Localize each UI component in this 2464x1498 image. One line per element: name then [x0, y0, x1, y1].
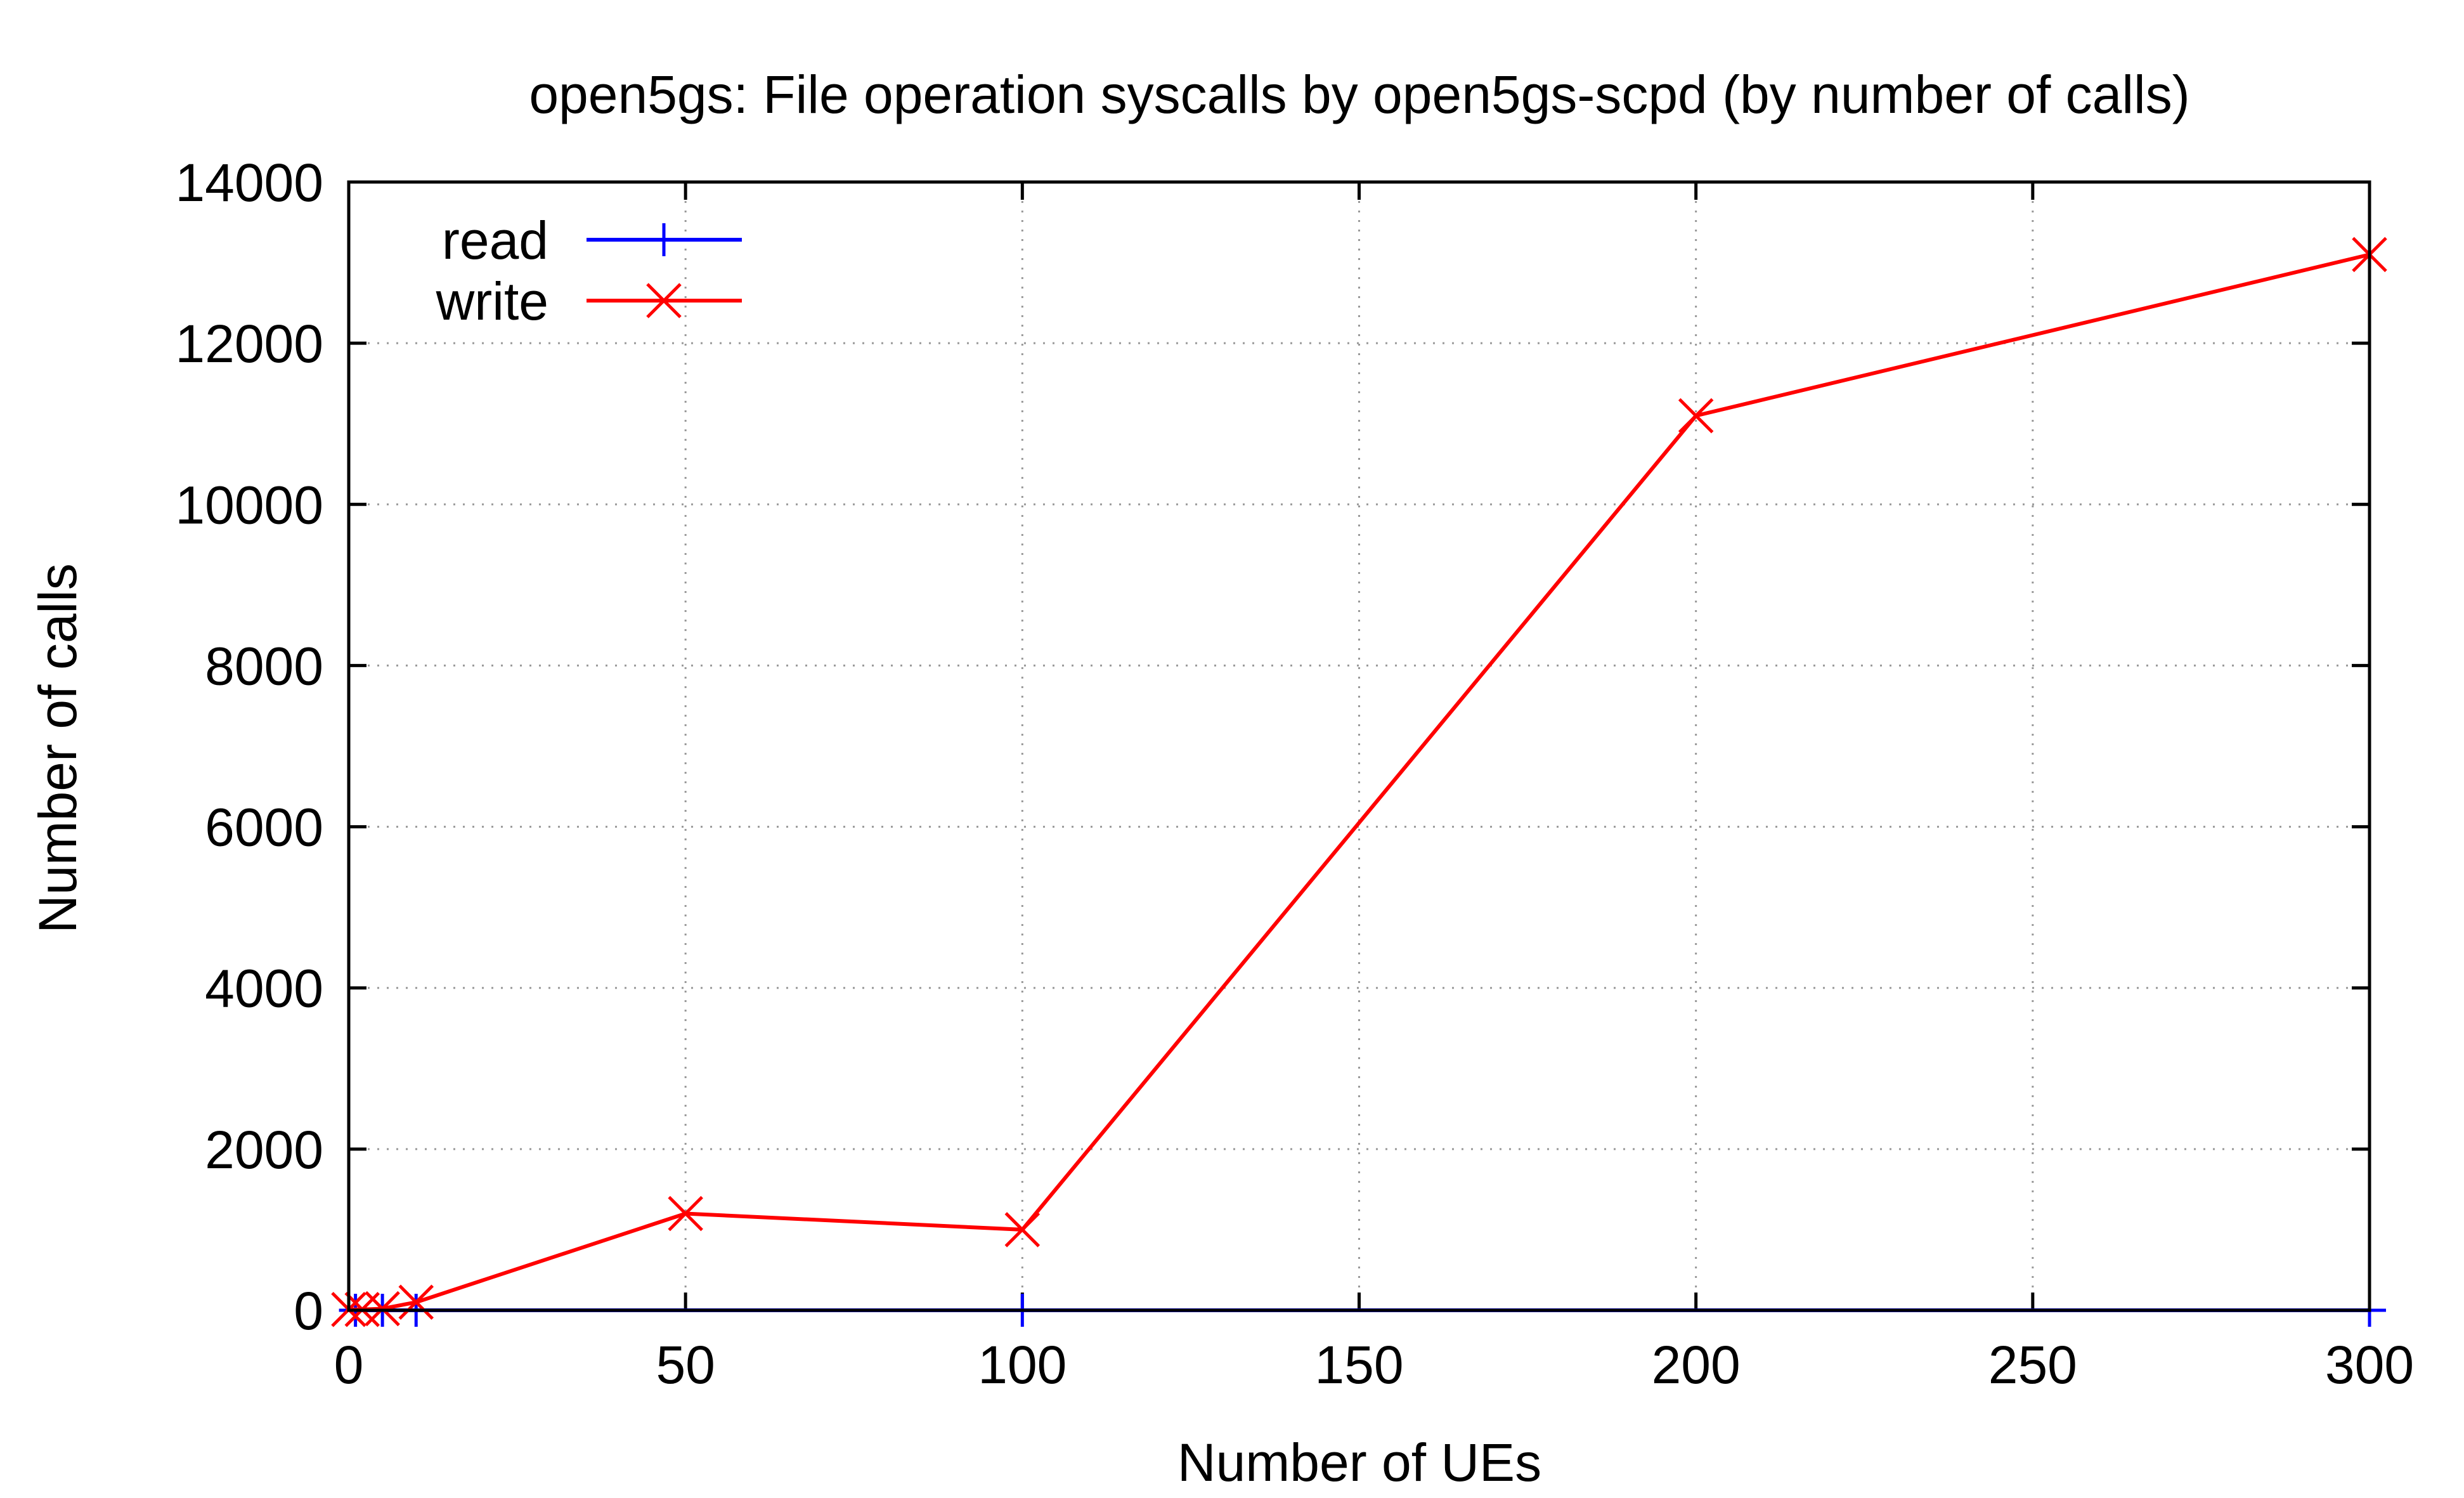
x-axis-label: Number of UEs	[1177, 1433, 1541, 1492]
grid-lines	[349, 182, 2370, 1310]
x-tick-label: 50	[656, 1335, 715, 1395]
legend-marker	[646, 283, 682, 318]
x-tick-label: 300	[2325, 1335, 2414, 1395]
legend-label: write	[436, 271, 548, 331]
axis-ticks	[347, 180, 2371, 1312]
legend-item-read: read	[442, 211, 742, 270]
x-tick-label: 150	[1314, 1335, 1403, 1395]
y-tick-label: 10000	[175, 475, 323, 535]
y-tick-label: 0	[294, 1281, 323, 1341]
data-point-write	[668, 1195, 703, 1232]
legend-label: read	[442, 211, 548, 270]
y-tick-labels: 0 2000 4000 6000 8000 10000 12000 14000	[175, 153, 323, 1341]
plot-frame	[347, 180, 2371, 1312]
x-tick-label: 0	[334, 1335, 364, 1395]
x-tick-label: 200	[1652, 1335, 1741, 1395]
legend-marker	[647, 223, 680, 256]
y-tick-label: 8000	[205, 636, 323, 696]
data-point-write	[1004, 1212, 1041, 1247]
data-point-write	[365, 1291, 400, 1327]
data-point-write	[398, 1284, 434, 1320]
y-axis-label: Number of calls	[28, 563, 88, 934]
x-tick-label: 100	[978, 1335, 1067, 1395]
y-tick-label: 12000	[175, 314, 323, 374]
y-tick-label: 14000	[175, 153, 323, 212]
data-point-write	[1678, 398, 1714, 434]
x-tick-labels: 0 50 100 150 200 250 300	[334, 1335, 2414, 1395]
x-tick-label: 250	[1988, 1335, 2077, 1395]
y-tick-label: 2000	[205, 1120, 323, 1180]
legend-item-write: write	[436, 271, 742, 331]
y-tick-label: 6000	[205, 798, 323, 857]
chart-title: open5gs: File operation syscalls by open…	[529, 65, 2189, 124]
y-tick-label: 4000	[205, 959, 323, 1019]
